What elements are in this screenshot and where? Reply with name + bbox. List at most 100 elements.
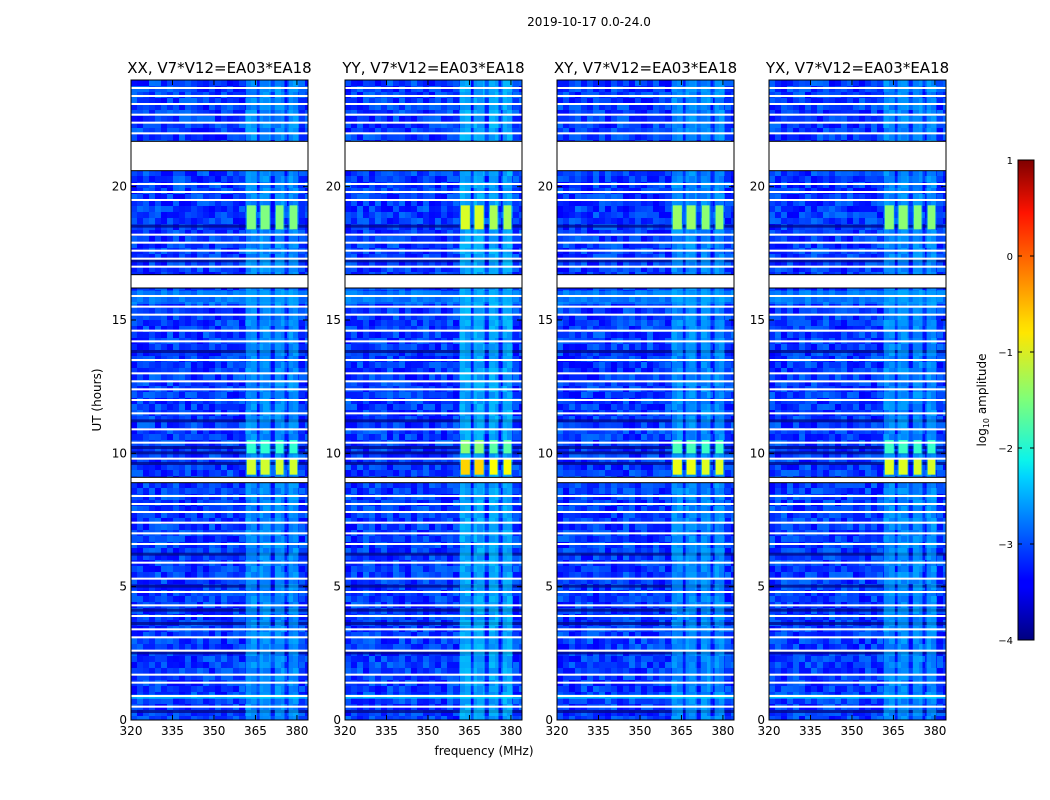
noise-cell xyxy=(411,212,417,218)
noise-cell xyxy=(197,422,203,428)
noise-cell xyxy=(179,98,185,104)
noise-cell xyxy=(233,548,239,554)
noise-cell xyxy=(137,662,143,668)
noise-cell xyxy=(393,176,399,182)
noise-cell xyxy=(161,536,167,542)
noise-cell xyxy=(305,548,308,554)
noise-cell xyxy=(435,170,441,176)
noise-cell xyxy=(203,212,209,218)
noise-cell xyxy=(173,104,179,110)
noise-cell xyxy=(167,254,173,260)
noise-cell xyxy=(435,134,441,140)
noise-cell xyxy=(203,206,209,212)
noise-cell xyxy=(269,470,275,476)
noise-cell xyxy=(269,698,275,704)
noise-cell xyxy=(197,632,203,638)
noise-cell xyxy=(191,566,197,572)
noise-cell xyxy=(483,260,489,266)
noise-cell xyxy=(185,674,191,680)
noise-cell xyxy=(137,698,143,704)
noise-cell xyxy=(131,572,137,578)
noise-cell xyxy=(203,482,209,488)
noise-cell xyxy=(167,596,173,602)
noise-cell xyxy=(155,332,161,338)
noise-cell xyxy=(161,662,167,668)
noise-cell xyxy=(203,104,209,110)
noise-cell xyxy=(387,380,393,386)
noise-cell xyxy=(131,596,137,602)
noise-cell xyxy=(203,578,209,584)
noise-cell xyxy=(143,308,149,314)
noise-cell xyxy=(179,416,185,422)
noise-cell xyxy=(233,488,239,494)
noise-cell xyxy=(233,416,239,422)
noise-cell xyxy=(239,434,245,440)
noise-cell xyxy=(435,320,441,326)
noise-cell xyxy=(369,314,375,320)
noise-cell xyxy=(209,572,215,578)
noise-cell xyxy=(191,632,197,638)
noise-cell xyxy=(305,656,308,662)
noise-cell xyxy=(239,206,245,212)
noise-cell xyxy=(191,392,197,398)
noise-cell xyxy=(305,596,308,602)
noise-cell xyxy=(269,104,275,110)
noise-cell xyxy=(387,206,393,212)
noise-cell xyxy=(155,212,161,218)
noise-cell xyxy=(185,644,191,650)
noise-cell xyxy=(131,194,137,200)
noise-cell xyxy=(305,578,308,584)
noise-cell xyxy=(131,488,137,494)
noise-cell xyxy=(161,368,167,374)
noise-cell xyxy=(393,218,399,224)
noise-cell xyxy=(269,260,275,266)
noise-cell xyxy=(299,332,305,338)
noise-cell xyxy=(269,674,275,680)
noise-cell xyxy=(405,104,411,110)
noise-cell xyxy=(209,80,215,86)
noise-cell xyxy=(429,122,435,128)
noise-cell xyxy=(399,242,405,248)
noise-cell xyxy=(185,242,191,248)
noise-cell xyxy=(197,668,203,674)
noise-cell xyxy=(483,368,489,374)
flagged-line xyxy=(131,113,308,116)
noise-cell xyxy=(429,80,435,86)
noise-cell xyxy=(423,326,429,332)
noise-cell xyxy=(417,80,423,86)
noise-cell xyxy=(387,374,393,380)
noise-cell xyxy=(179,698,185,704)
noise-cell xyxy=(209,506,215,512)
noise-cell xyxy=(155,200,161,206)
noise-cell xyxy=(299,596,305,602)
noise-cell xyxy=(345,98,351,104)
noise-cell xyxy=(227,176,233,182)
noise-cell xyxy=(131,416,137,422)
noise-cell xyxy=(179,254,185,260)
noise-cell xyxy=(411,80,417,86)
noise-cell xyxy=(239,506,245,512)
noise-cell xyxy=(351,98,357,104)
noise-cell xyxy=(269,464,275,470)
noise-cell xyxy=(161,656,167,662)
noise-cell xyxy=(149,242,155,248)
noise-cell xyxy=(305,572,308,578)
noise-cell xyxy=(393,236,399,242)
noise-cell xyxy=(447,242,453,248)
noise-cell xyxy=(351,368,357,374)
noise-cell xyxy=(149,218,155,224)
noise-cell xyxy=(519,170,522,176)
noise-cell xyxy=(299,122,305,128)
noise-cell xyxy=(429,404,435,410)
noise-cell xyxy=(305,362,308,368)
noise-cell xyxy=(239,212,245,218)
flagged-line xyxy=(131,329,308,332)
noise-cell xyxy=(375,110,381,116)
noise-cell xyxy=(221,488,227,494)
noise-cell xyxy=(453,302,459,308)
noise-cell xyxy=(227,98,233,104)
noise-cell xyxy=(381,314,387,320)
noise-cell xyxy=(131,302,137,308)
noise-cell xyxy=(215,98,221,104)
noise-cell xyxy=(149,686,155,692)
